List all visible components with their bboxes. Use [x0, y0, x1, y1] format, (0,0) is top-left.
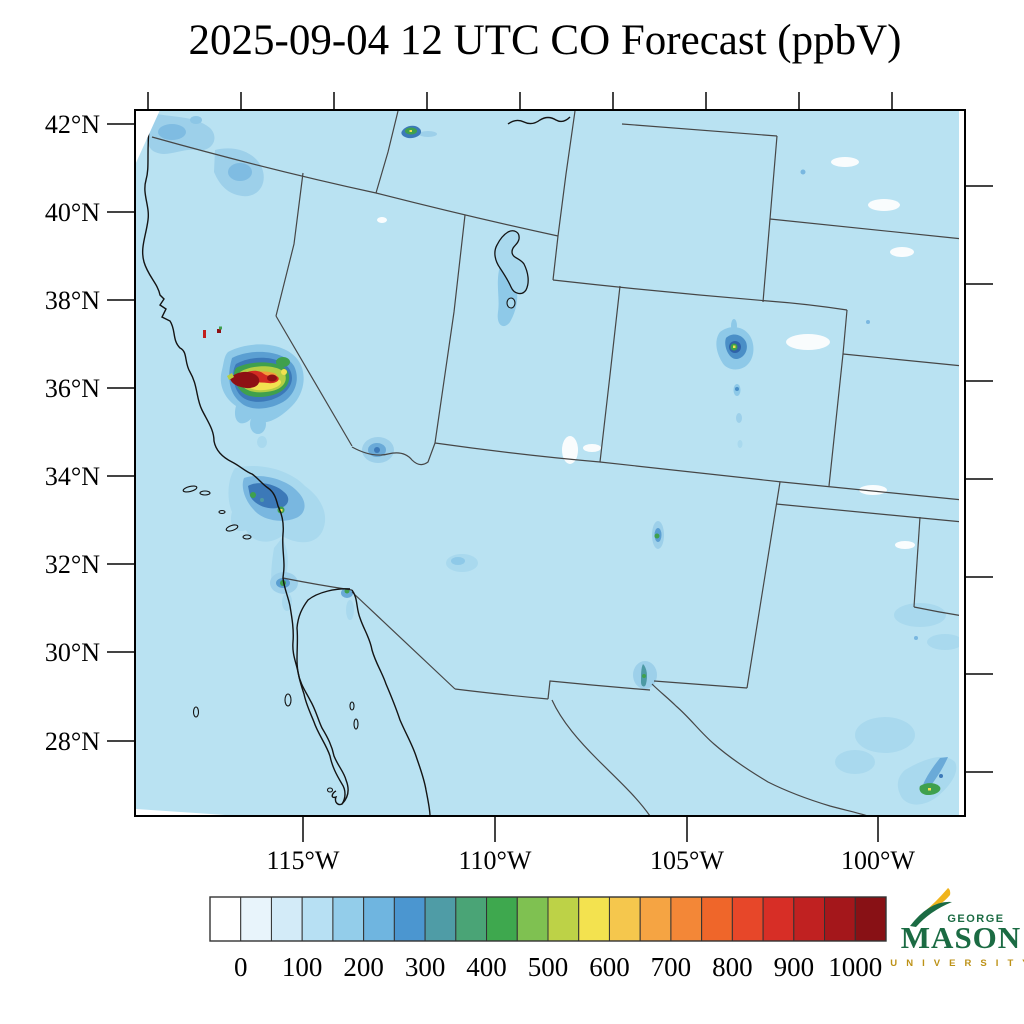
islands [182, 485, 359, 793]
lon-tick-label: 110°W [459, 846, 532, 875]
coastline [141, 116, 571, 817]
colorbar-tick-label: 600 [589, 952, 630, 982]
colorbar-tick-label: 100 [282, 952, 323, 982]
gmu-logo: GEORGE MASON U N I V E R S I T Y [890, 888, 1024, 969]
hotspot-denver [716, 319, 754, 448]
lon-tick-label: 105°W [650, 846, 724, 875]
colorbar-cell [793, 896, 826, 942]
figure-title: 2025-09-04 12 UTC CO Forecast (ppbV) [189, 17, 902, 64]
colorbar-cell [455, 896, 488, 942]
lat-tick-label: 38°N [45, 286, 100, 315]
right-tick-marks [966, 185, 993, 773]
gmu-logo-flame-icon [924, 888, 951, 912]
colorbar-cell [854, 896, 887, 942]
hotspot-monterrey [897, 756, 957, 805]
colorbar-cell [670, 896, 703, 942]
gmu-logo-swoosh-icon [910, 901, 952, 927]
lon-tick-label: 100°W [841, 846, 915, 875]
colorbar-cell [424, 896, 457, 942]
state-borders [151, 110, 964, 817]
colorbar-tick-label: 400 [466, 952, 507, 982]
colorbar-cell [762, 896, 795, 942]
longitude-axis: 115°W 110°W 105°W 100°W [267, 817, 915, 875]
colorbar-cell [240, 896, 272, 942]
colorbar-cell [486, 896, 518, 942]
great-salt-lake [494, 230, 529, 309]
colorbar: 0 100 200 300 400 500 600 700 800 900 1000 [209, 896, 887, 982]
colorbar-cell [547, 896, 580, 942]
gmu-logo-mason: MASON [901, 920, 1021, 955]
map-frame [134, 109, 966, 817]
hotspot-boise [401, 125, 437, 139]
lon-tick-label: 115°W [267, 846, 340, 875]
lat-tick-label: 30°N [45, 638, 100, 667]
colorbar-cell [393, 896, 426, 942]
lat-tick-label: 36°N [45, 374, 100, 403]
colorbar-tick-label: 300 [405, 952, 446, 982]
hotspot-california-fire [203, 326, 304, 448]
lat-tick-label: 28°N [45, 727, 100, 756]
colorbar-cell [332, 896, 365, 942]
colorbar-outline [209, 896, 887, 942]
hotspot-el-paso [633, 661, 657, 689]
gmu-logo-george: GEORGE [947, 913, 1004, 925]
lat-tick-label: 40°N [45, 198, 100, 227]
lat-tick-label: 34°N [45, 462, 100, 491]
colorbar-cell [516, 896, 549, 942]
colorbar-cell [608, 896, 641, 942]
colorbar-tick-label: 200 [343, 952, 384, 982]
utah-lake [506, 297, 516, 309]
colorbar-tick-label: 1000 [828, 952, 882, 982]
map-background-field [135, 110, 965, 816]
colorbar-cell [209, 896, 242, 942]
latitude-axis: 42°N 40°N 38°N 36°N 34°N 32°N 30°N 28°N [45, 110, 134, 756]
colorbar-tick-label: 800 [712, 952, 753, 982]
colorbar-cell [363, 896, 395, 942]
colorbar-cell [731, 896, 764, 942]
colorbar-cell [639, 896, 672, 942]
colorbar-tick-label: 0 [234, 952, 248, 982]
colorbar-cell [701, 896, 733, 942]
colorbar-tick-label: 700 [651, 952, 692, 982]
top-tick-marks [147, 92, 893, 109]
colorbar-cell [824, 896, 856, 942]
colorbar-cell [301, 896, 334, 942]
projection-edge-wedges [135, 110, 965, 816]
colorbar-cell [270, 896, 303, 942]
map-area [135, 110, 965, 817]
low-value-white-patches [377, 157, 915, 549]
lat-tick-label: 42°N [45, 110, 100, 139]
lat-tick-label: 32°N [45, 550, 100, 579]
gmu-logo-university: U N I V E R S I T Y [890, 958, 1024, 969]
colorbar-tick-label: 900 [774, 952, 815, 982]
colorbar-tick-label: 500 [528, 952, 569, 982]
colorbar-cell [578, 896, 610, 942]
concentration-patches [145, 112, 963, 774]
